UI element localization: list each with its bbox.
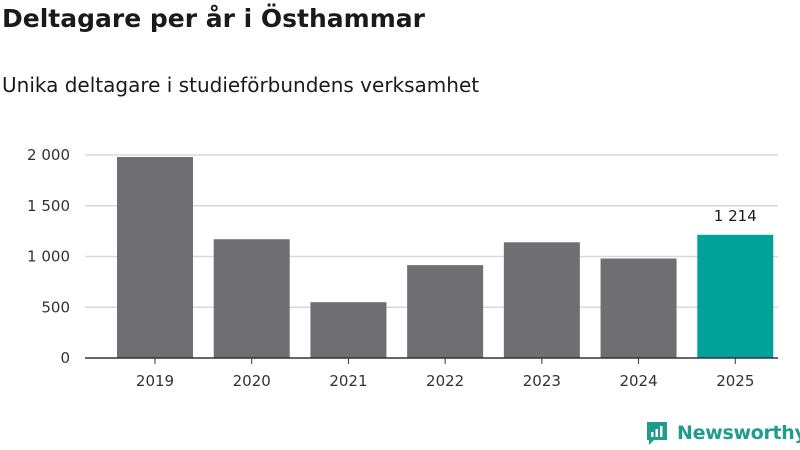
bar [213, 239, 290, 358]
chart-subtitle: Unika deltagare i studieförbundens verks… [2, 73, 480, 97]
newsworthy-brand: Newsworthy [645, 420, 800, 446]
x-tick-label: 2024 [619, 372, 657, 390]
y-tick-label: 2 000 [27, 146, 70, 164]
y-tick-label: 1 500 [27, 197, 70, 215]
y-tick-label: 1 000 [27, 248, 70, 266]
x-tick-label: 2020 [233, 372, 271, 390]
bar [407, 265, 484, 358]
chart-title: Deltagare per år i Östhammar [2, 4, 425, 33]
x-tick-label: 2021 [329, 372, 367, 390]
x-tick-label: 2022 [426, 372, 464, 390]
bar [503, 242, 580, 358]
y-tick-label: 500 [41, 298, 70, 316]
y-tick-label: 0 [60, 349, 70, 367]
x-tick-label: 2025 [716, 372, 754, 390]
newsworthy-logo-icon [647, 422, 667, 445]
x-tick-label: 2019 [136, 372, 174, 390]
data-label: 1 214 [714, 207, 757, 225]
bar [600, 258, 677, 358]
brand-name: Newsworthy [677, 422, 800, 444]
bar-chart: 0 500 1 000 1 500 2 000 2019 2020 2021 2022 2023 2… [27, 146, 778, 390]
bar [117, 157, 193, 358]
x-tick-label: 2023 [523, 372, 561, 390]
bar [310, 302, 387, 358]
bar [697, 234, 774, 358]
